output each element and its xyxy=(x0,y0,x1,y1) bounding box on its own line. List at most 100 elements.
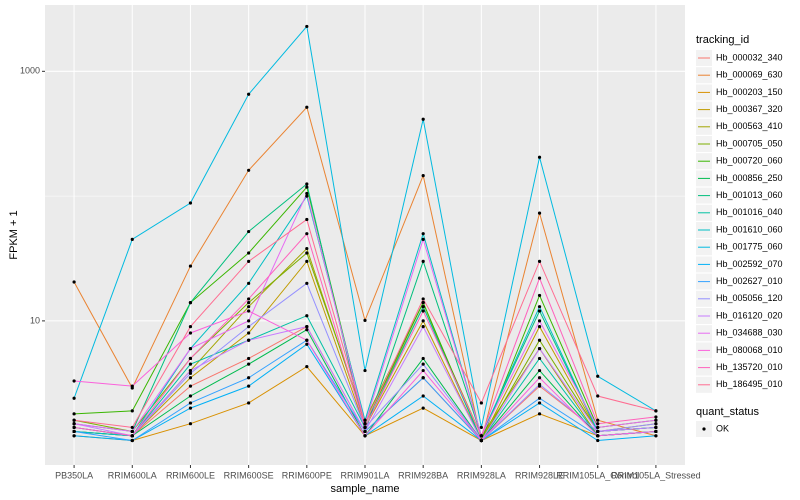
data-point xyxy=(596,425,600,430)
x-tick-label: RRIM600SE xyxy=(224,470,274,480)
data-point xyxy=(421,232,425,236)
data-point xyxy=(537,319,542,323)
data-point xyxy=(305,338,309,342)
data-point xyxy=(537,356,542,361)
y-tick-label: 10 xyxy=(30,315,40,325)
data-point xyxy=(479,438,483,443)
data-point xyxy=(537,368,542,373)
data-point xyxy=(537,305,542,309)
data-point xyxy=(305,217,309,222)
data-point xyxy=(421,297,425,301)
data-point xyxy=(537,396,542,400)
data-point xyxy=(305,191,309,196)
data-point xyxy=(188,422,193,426)
data-point xyxy=(305,324,309,329)
data-point xyxy=(188,346,193,351)
legend-label: Hb_000705_050 xyxy=(716,138,783,148)
data-point xyxy=(247,384,251,388)
data-point xyxy=(247,376,251,380)
data-point xyxy=(654,422,658,426)
data-point xyxy=(130,438,134,443)
data-point xyxy=(72,379,76,383)
data-point xyxy=(596,434,600,438)
data-point xyxy=(305,328,309,332)
data-point xyxy=(421,237,425,241)
data-point xyxy=(537,309,542,313)
data-point xyxy=(654,434,658,438)
data-point xyxy=(305,342,309,346)
data-point xyxy=(305,246,309,251)
x-axis-title: sample_name xyxy=(330,483,399,495)
data-point xyxy=(654,425,658,430)
data-point xyxy=(130,384,134,388)
data-point xyxy=(537,346,542,351)
y-axis-title: FPKM + 1 xyxy=(8,210,20,259)
data-point xyxy=(596,438,600,443)
data-point xyxy=(72,425,76,430)
data-point xyxy=(363,368,367,373)
legend-label: Hb_002592_070 xyxy=(716,259,783,269)
data-point xyxy=(537,412,542,416)
data-point xyxy=(247,331,251,335)
legend-point xyxy=(702,427,706,431)
data-point xyxy=(537,293,542,298)
legend-label: Hb_135720_010 xyxy=(716,362,783,372)
data-point xyxy=(421,319,425,323)
legend-label: Hb_005056_120 xyxy=(716,293,783,303)
data-point xyxy=(72,396,76,400)
data-point xyxy=(421,173,425,178)
legend-label: Hb_002627_010 xyxy=(716,276,783,286)
x-tick-label: RRIM600LA xyxy=(108,470,157,480)
data-point xyxy=(305,314,309,318)
data-point xyxy=(247,297,251,301)
data-point xyxy=(247,324,251,329)
data-point xyxy=(188,376,193,380)
data-point xyxy=(305,251,309,255)
legend-title: quant_status xyxy=(696,406,759,418)
data-point xyxy=(305,194,309,198)
legend-label: Hb_001610_060 xyxy=(716,224,783,234)
data-point xyxy=(537,259,542,263)
data-point xyxy=(188,301,193,305)
data-point xyxy=(363,429,367,434)
data-point xyxy=(72,280,76,284)
legend-label: Hb_080068_010 xyxy=(716,345,783,355)
data-point xyxy=(363,425,367,430)
data-point xyxy=(421,305,425,309)
data-point xyxy=(654,415,658,419)
legend-label: Hb_034688_030 xyxy=(716,328,783,338)
legend-label: Hb_001016_040 xyxy=(716,207,783,217)
data-point xyxy=(537,276,542,280)
data-point xyxy=(305,365,309,369)
legend-label: Hb_016120_020 xyxy=(716,310,783,320)
data-point xyxy=(537,382,542,386)
data-point xyxy=(596,374,600,378)
data-point xyxy=(188,384,193,388)
data-point xyxy=(247,309,251,313)
data-point xyxy=(537,376,542,380)
data-point xyxy=(421,309,425,313)
data-point xyxy=(305,105,309,109)
data-point xyxy=(247,305,251,309)
data-point xyxy=(188,371,193,375)
legend-label: Hb_186495_010 xyxy=(716,379,783,389)
data-point xyxy=(247,259,251,263)
data-point xyxy=(363,318,367,322)
y-tick-label: 1000 xyxy=(20,66,40,76)
legend-label: Hb_000032_340 xyxy=(716,52,783,62)
data-point xyxy=(305,281,309,285)
data-point xyxy=(130,425,134,430)
legend-label: Hb_001775_060 xyxy=(716,242,783,252)
data-point xyxy=(421,376,425,380)
data-point xyxy=(188,362,193,366)
data-point xyxy=(537,338,542,342)
legend-title: tracking_id xyxy=(696,34,749,46)
x-tick-label: RRIM105LA_Control xyxy=(556,470,639,480)
data-point xyxy=(247,301,251,305)
data-point xyxy=(72,418,76,422)
data-point xyxy=(596,394,600,398)
data-point xyxy=(421,406,425,410)
data-point xyxy=(247,319,251,323)
data-point xyxy=(247,362,251,366)
